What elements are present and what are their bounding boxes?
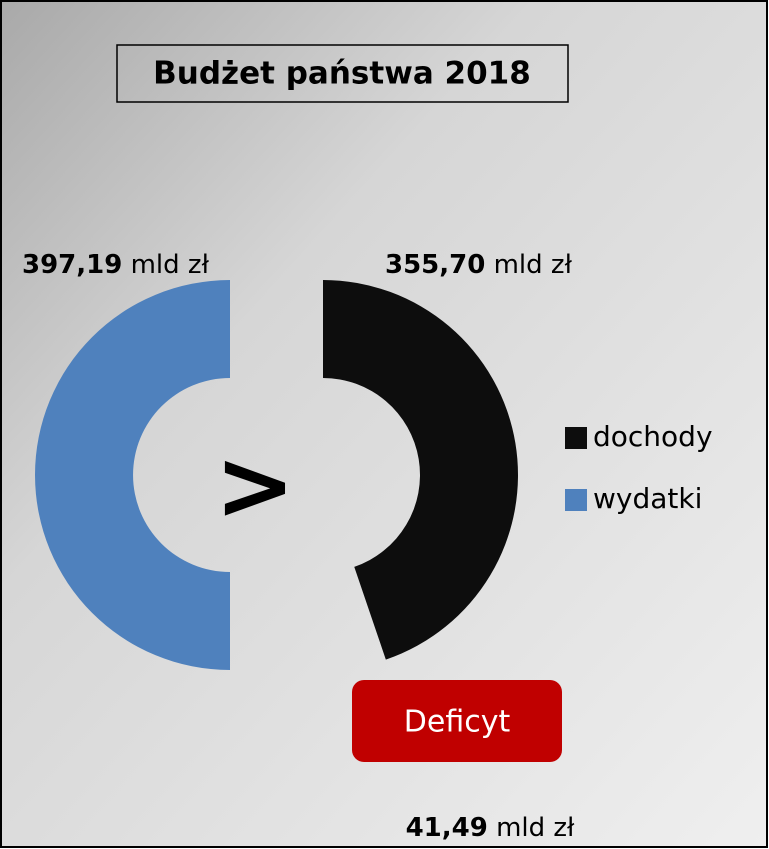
comparison-sign: > xyxy=(215,429,295,541)
legend-label: dochody xyxy=(593,420,713,453)
legend-swatch xyxy=(565,427,587,449)
value-unit: mld zł xyxy=(494,250,573,280)
value-unit xyxy=(485,250,493,280)
donut xyxy=(35,280,518,670)
donut-segment xyxy=(35,280,230,670)
title-box xyxy=(116,44,569,103)
value-unit: mld zł xyxy=(131,250,210,280)
value-number: 355,70 xyxy=(385,250,485,280)
legend-label: wydatki xyxy=(593,482,702,515)
donut-segment xyxy=(323,280,518,660)
deficit-number: 41,49 xyxy=(406,813,488,843)
deficit-label: Deficyt xyxy=(404,705,511,740)
value-label: 355,70 mld zł xyxy=(385,250,573,280)
value-unit xyxy=(122,250,130,280)
legend-swatch xyxy=(565,489,587,511)
deficit-unit xyxy=(488,813,496,843)
deficit-unit: mld zł xyxy=(496,813,575,843)
deficit-button xyxy=(352,680,562,762)
chart-title: Budżet państwa 2018 xyxy=(153,56,531,92)
value-number: 397,19 xyxy=(22,250,122,280)
deficit-value: 41,49 mld zł xyxy=(406,813,575,843)
value-label: 397,19 mld zł xyxy=(22,250,210,280)
